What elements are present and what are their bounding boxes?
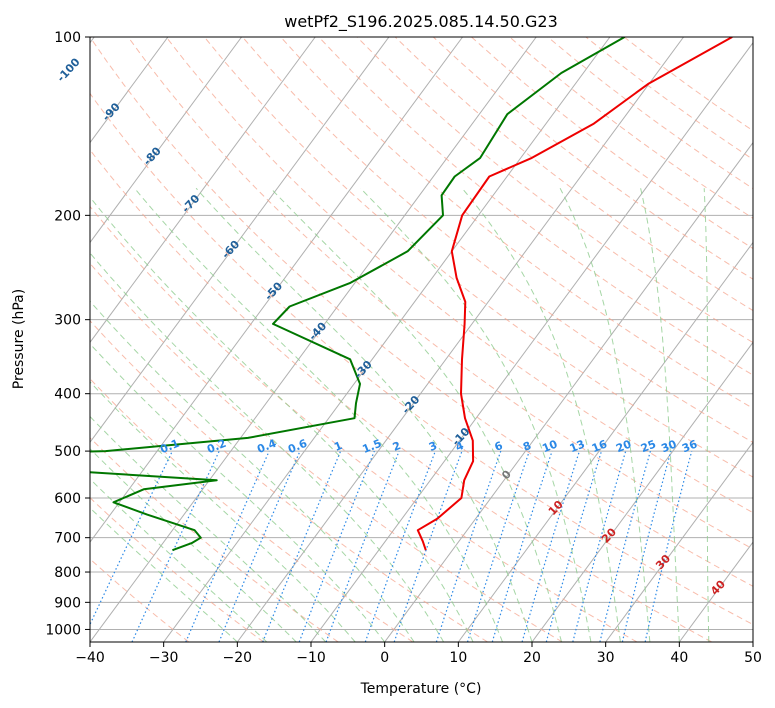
moist-adiabat xyxy=(134,187,503,642)
moist-adiabat xyxy=(703,188,710,642)
y-tick-label: 300 xyxy=(54,313,81,329)
isotherm-line xyxy=(310,41,753,642)
x-tick-label: 30 xyxy=(597,650,615,666)
mixing-ratio-line xyxy=(572,450,627,642)
dewpoint-line xyxy=(90,37,626,552)
moist-adiabat xyxy=(90,196,474,642)
moist-adiabat xyxy=(90,478,268,642)
y-tick-label: 900 xyxy=(54,595,81,611)
isotherm-line xyxy=(90,37,537,642)
mixing-ratio-label: 8 xyxy=(521,439,533,454)
mixing-ratio-label: 25 xyxy=(639,438,658,456)
dry-adiabat xyxy=(318,37,753,376)
dry-adiabat xyxy=(90,205,638,642)
mixing-ratio-line xyxy=(491,450,553,642)
isotherm-line xyxy=(384,141,753,642)
mixing-ratio-line xyxy=(621,450,672,642)
dry-adiabat xyxy=(90,92,753,626)
x-tick-label: −40 xyxy=(75,650,105,666)
x-tick-label: 20 xyxy=(523,650,541,666)
mixing-ratio-label: 13 xyxy=(568,438,587,456)
mixing-ratio-label: 20 xyxy=(614,437,633,455)
mixing-ratio-label: 30 xyxy=(659,437,678,455)
dry-adiabat xyxy=(165,37,753,514)
mixing-ratio-line xyxy=(545,450,603,642)
moist-adiabat xyxy=(90,381,356,642)
y-tick-label: 500 xyxy=(54,444,81,460)
mixing-ratio-line xyxy=(644,450,693,642)
isotherm-line xyxy=(90,37,242,244)
dry-adiabat xyxy=(356,37,753,344)
moist-adiabat xyxy=(559,187,651,642)
moist-adiabat xyxy=(270,187,562,642)
isotherm-line xyxy=(163,37,611,642)
chart-title: wetPf2_S196.2025.085.14.50.G23 xyxy=(284,12,558,32)
mixing-ratio-label: 1 xyxy=(332,439,344,454)
mixing-ratio-line xyxy=(262,450,342,642)
temperature-line xyxy=(416,37,733,551)
axes: −40 −30 −20 −10 0 10 20 30 40 50 100 200 300 400 500 60… xyxy=(45,30,762,666)
mixing-ratio-label: 16 xyxy=(590,437,609,455)
x-tick-label: −10 xyxy=(296,650,326,666)
dry-adiabat xyxy=(90,262,563,642)
y-tick-label: 200 xyxy=(54,208,81,224)
x-tick-label: 0 xyxy=(380,650,389,666)
moist-adiabat xyxy=(640,188,680,642)
mixing-ratio-label: 36 xyxy=(680,437,699,455)
x-tick-label: 40 xyxy=(670,650,688,666)
isotherm-line xyxy=(531,341,753,642)
dry-adiabat xyxy=(90,149,712,642)
x-tick-label: −30 xyxy=(149,650,179,666)
moist-adiabat xyxy=(90,252,445,642)
y-tick-label: 800 xyxy=(54,565,81,581)
moist-adiabat xyxy=(360,187,592,642)
moist-adiabat xyxy=(90,415,327,642)
isotherm-line xyxy=(605,441,753,642)
y-tick-label: 100 xyxy=(54,30,81,46)
dry-adiabat xyxy=(127,37,753,550)
y-tick-label: 700 xyxy=(54,531,81,547)
dry-adiabat xyxy=(280,37,753,409)
mixing-ratio-line xyxy=(298,450,375,642)
mixing-ratio-line xyxy=(218,450,301,642)
mixing-ratio-line xyxy=(466,450,530,642)
x-tick-label: 10 xyxy=(449,650,467,666)
moist-adiabat xyxy=(90,448,297,642)
dry-adiabat xyxy=(90,37,753,587)
y-tick-label: 400 xyxy=(54,387,81,403)
plot-frame xyxy=(89,36,754,643)
x-tick-label: −20 xyxy=(223,650,253,666)
isotherm-line xyxy=(236,37,684,642)
moist-adiabat xyxy=(90,300,415,642)
y-tick-label: 600 xyxy=(54,491,81,507)
mixing-ratio-line xyxy=(435,450,502,642)
isotherm-line xyxy=(90,37,463,543)
dry-adiabat xyxy=(90,378,414,642)
mixing-ratio-line xyxy=(185,450,270,642)
isotherm-line xyxy=(90,37,390,444)
mixing-ratio-line xyxy=(393,450,463,642)
isotherm-line xyxy=(457,241,753,642)
isotherm-line xyxy=(90,37,316,344)
x-tick-label: 50 xyxy=(744,650,762,666)
moist-adiabat xyxy=(195,187,533,642)
mixing-ratio-line xyxy=(325,450,400,642)
mixing-ratio-label: 3 xyxy=(427,439,439,454)
isotherm-line xyxy=(90,37,169,144)
mixing-ratio-label: 2 xyxy=(391,439,403,454)
mixing-ratio-label: 10 xyxy=(540,437,559,455)
profile-series xyxy=(90,37,733,552)
background-lines xyxy=(90,37,753,642)
y-tick-label: 1000 xyxy=(45,622,81,638)
mixing-ratio-line xyxy=(364,450,436,642)
mixing-ratio-line xyxy=(521,450,580,642)
x-axis-label: Temperature (°C) xyxy=(360,681,482,697)
mixing-ratio-line xyxy=(599,450,651,642)
y-axis-label: Pressure (hPa) xyxy=(11,289,27,389)
